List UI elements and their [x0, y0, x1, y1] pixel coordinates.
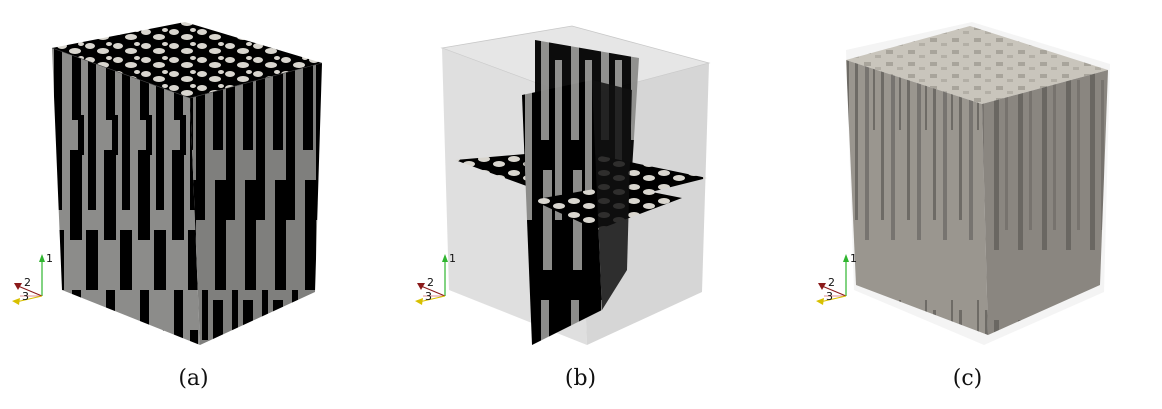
axis-2-arrow-icon	[14, 283, 22, 290]
axis-2-arrow-icon	[417, 283, 425, 290]
axis-3-arrow-icon	[816, 298, 824, 305]
cube-top-face	[52, 22, 322, 98]
axis-1-label: 1	[449, 252, 456, 265]
axis-3-arrow-icon	[12, 298, 20, 305]
cube-front-face	[52, 48, 200, 345]
panel-c: 1 2 3 (c)	[774, 0, 1161, 409]
panel-b: 1 2 3 (b)	[387, 0, 774, 409]
axis-1-arrow-icon	[39, 254, 45, 262]
caption-c: (c)	[952, 366, 983, 391]
solid-side-face	[982, 70, 1108, 335]
cube-side-face	[190, 63, 322, 345]
orientation-axes: 1 2 3	[12, 252, 53, 305]
caption-a: (a)	[178, 366, 209, 391]
solid-front-face	[846, 60, 988, 335]
axis-2-label: 2	[828, 276, 835, 289]
axis-3-label: 3	[22, 290, 29, 303]
microstructure-solid-phase	[846, 22, 1110, 345]
axis-2-label: 2	[24, 276, 31, 289]
axis-3-label: 3	[425, 290, 432, 303]
orientation-axes: 1 2 3	[415, 252, 456, 305]
orientation-axes: 1 2 3	[816, 252, 857, 305]
axis-3-label: 3	[826, 290, 833, 303]
solid-top-face	[846, 26, 1108, 104]
axis-1-arrow-icon	[442, 254, 448, 262]
axis-2-arrow-icon	[818, 283, 826, 290]
microstructure-cube-slices	[440, 25, 711, 345]
axis-3-arrow-icon	[415, 298, 423, 305]
axis-1-label: 1	[46, 252, 53, 265]
axis-1-label: 1	[850, 252, 857, 265]
axis-1-arrow-icon	[843, 254, 849, 262]
microstructure-cube-opaque	[51, 22, 323, 345]
caption-b: (b)	[564, 366, 597, 391]
axis-2-label: 2	[427, 276, 434, 289]
panel-a: 1 2 3 (a)	[0, 0, 387, 409]
